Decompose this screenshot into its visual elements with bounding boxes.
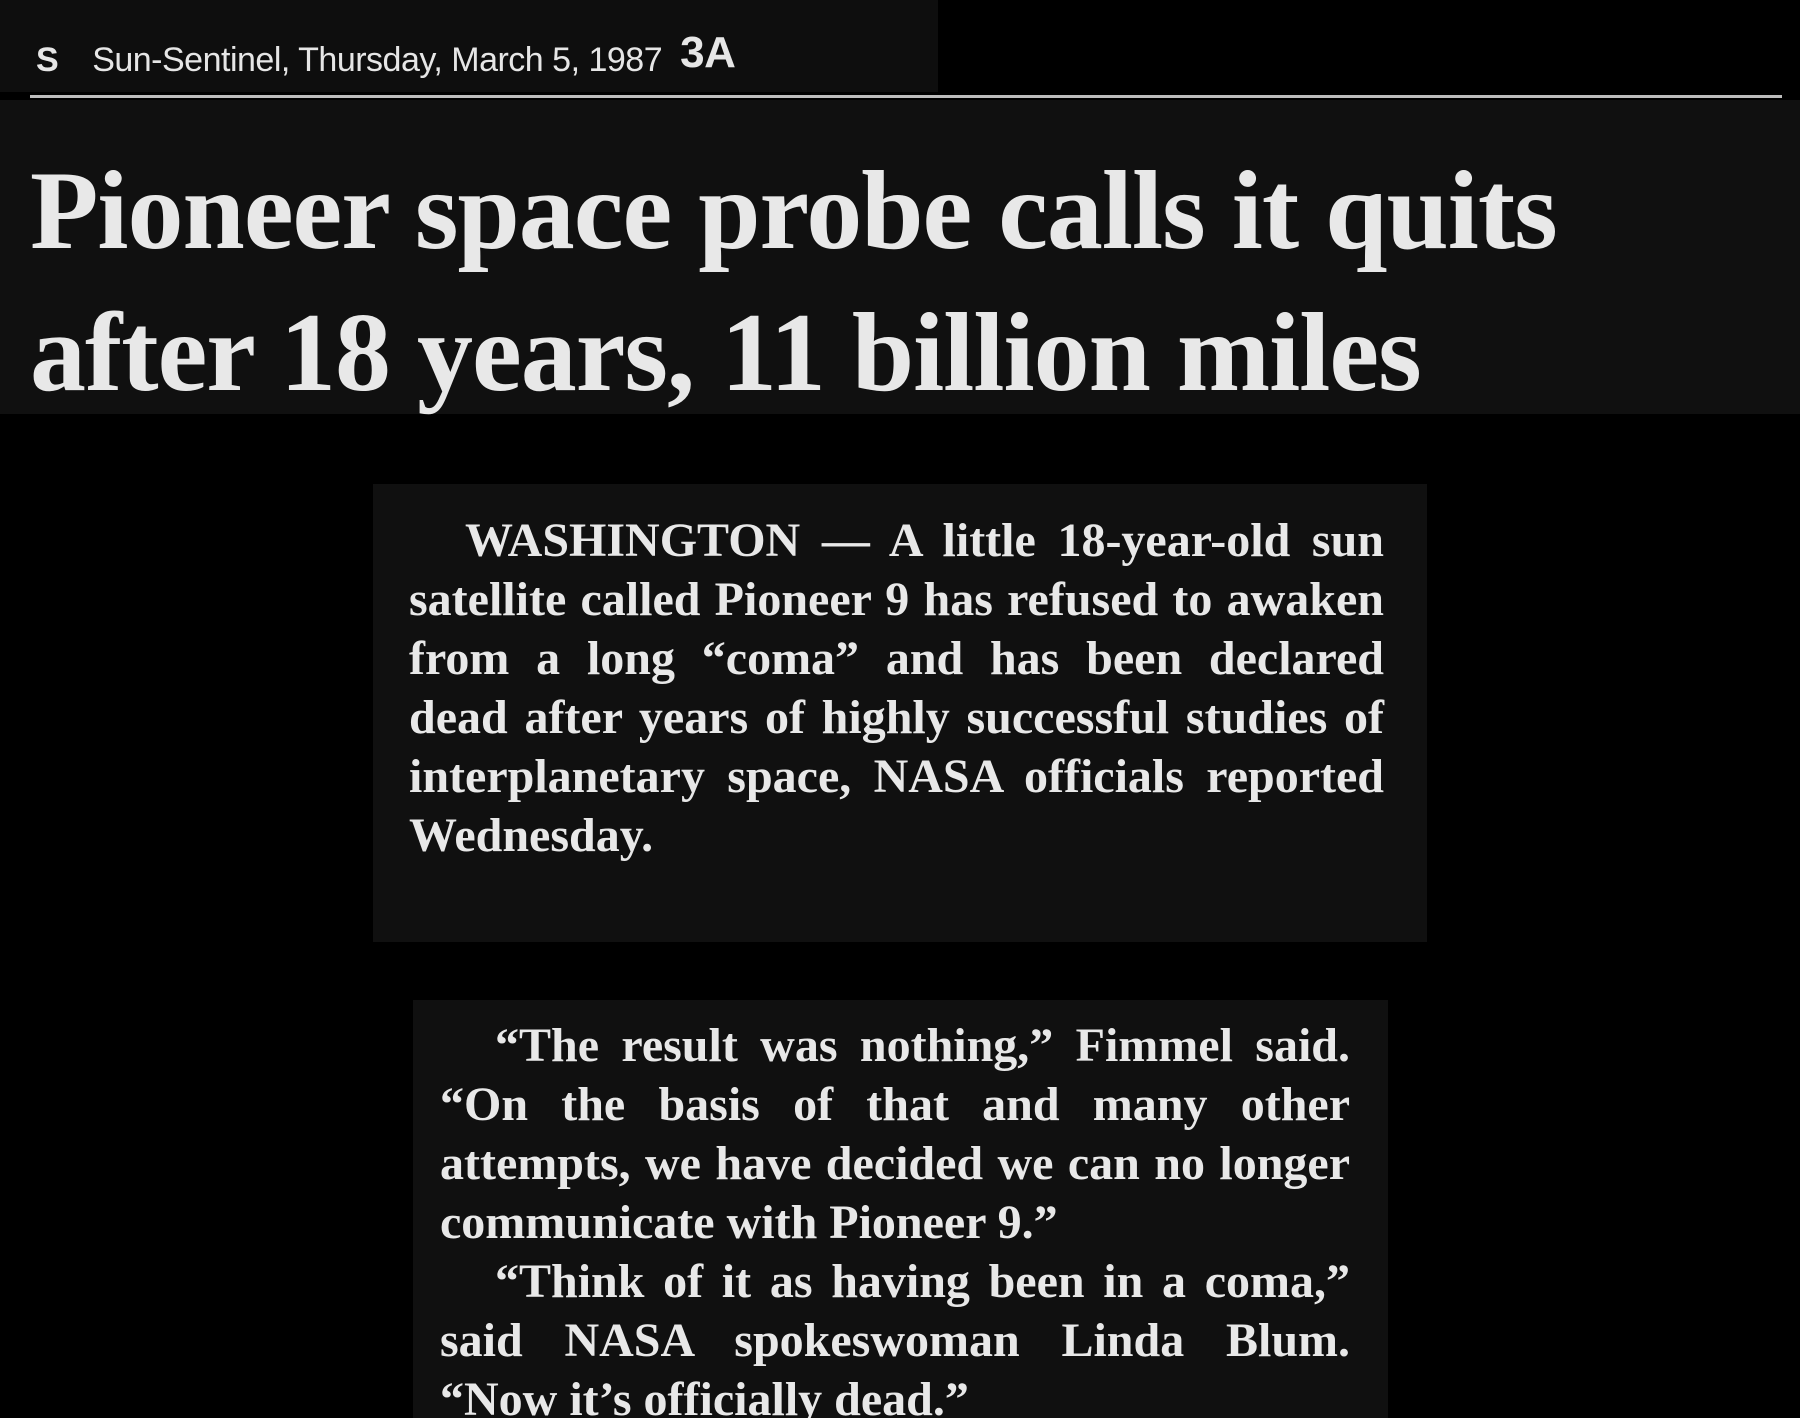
lead-paragraph: WASHINGTON — A little 18-year-old sun sa… (409, 514, 1384, 862)
header-rule (30, 95, 1782, 98)
quote-paragraph-blum: “Think of it as having been in a coma,” … (440, 1255, 1350, 1418)
headline-band (0, 100, 1800, 414)
headline-line-2: after 18 years, 11 billion miles (30, 291, 1422, 415)
newspaper-dateline: Sun-Sentinel, Thursday, March 5, 1987 (92, 41, 663, 79)
article-clip-lead: WASHINGTON — A little 18-year-old sun sa… (373, 484, 1427, 942)
dateline-strip: S Sun-Sentinel, Thursday, March 5, 1987 3A (0, 0, 938, 92)
section-letter: S (36, 41, 59, 79)
headline: Pioneer space probe calls it quits after… (30, 140, 1558, 424)
quote-paragraph-fimmel: “The result was nothing,” Fimmel said. “… (440, 1019, 1350, 1249)
page-number: 3A (680, 28, 736, 77)
article-clip-quotes: “The result was nothing,” Fimmel said. “… (413, 1000, 1388, 1418)
headline-line-1: Pioneer space probe calls it quits (30, 149, 1558, 273)
dateline: S Sun-Sentinel, Thursday, March 5, 1987 3A (36, 28, 736, 82)
